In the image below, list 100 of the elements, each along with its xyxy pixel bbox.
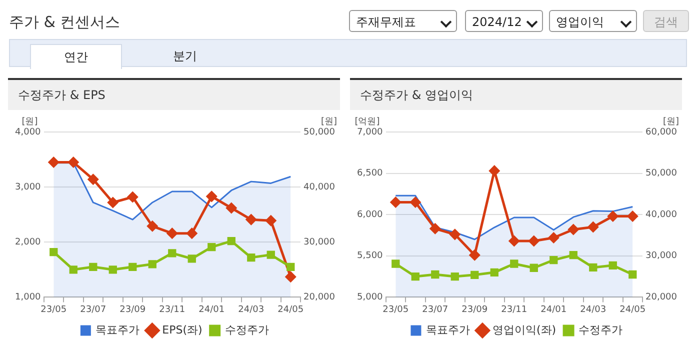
x-tick-label: 23/09 [462, 304, 488, 315]
point [285, 272, 296, 282]
y2-tick-label: 30,000 [646, 251, 678, 262]
point [568, 224, 579, 235]
point [89, 262, 98, 271]
point [490, 268, 498, 276]
y-tick-label: 4,000 [15, 127, 42, 138]
y2-tick-label: 60,000 [646, 127, 678, 138]
y-tick-label: 2,000 [15, 237, 42, 248]
point [627, 211, 638, 222]
y-axis-title: [원] [22, 116, 38, 127]
y2-axis-title: [원] [320, 116, 337, 127]
x-tick-label: 24/01 [198, 304, 225, 315]
point [450, 229, 460, 240]
chart-title: 수정주가 & 영업이익 [350, 80, 682, 110]
point [550, 256, 558, 264]
text: 2024/12 [465, 10, 543, 32]
point [188, 254, 196, 263]
text: 주가 & 컨센서스 [9, 13, 120, 32]
point [286, 262, 295, 271]
point [411, 272, 420, 281]
point [208, 243, 216, 252]
y-tick-label: 3,000 [15, 182, 42, 192]
point [226, 202, 237, 214]
x-tick-label: 24/03 [238, 304, 264, 315]
point [69, 266, 78, 274]
y2-tick-label: 50,000 [304, 127, 336, 138]
point [148, 260, 156, 268]
point [450, 272, 459, 281]
legend-label: EPS(좌) [162, 323, 202, 336]
y2-tick-label: 40,000 [304, 182, 336, 192]
point [246, 214, 256, 225]
point [128, 262, 137, 271]
x-tick-label: 23/07 [80, 304, 106, 315]
text: 검색 [643, 10, 689, 32]
point [186, 228, 198, 239]
point [469, 250, 480, 260]
y-axis-title: [억원] [354, 116, 380, 127]
point [88, 174, 98, 185]
point [608, 261, 617, 270]
x-tick-label: 23/09 [120, 304, 146, 315]
text: 분기 [172, 48, 198, 65]
point [166, 228, 178, 239]
y2-tick-label: 50,000 [646, 168, 678, 179]
point [608, 211, 618, 222]
point [410, 196, 421, 208]
y2-tick-label: 30,000 [304, 237, 336, 248]
x-tick-label: 24/01 [540, 304, 567, 315]
x-tick-label: 24/05 [620, 304, 646, 315]
x-tick-label: 23/05 [382, 304, 409, 315]
y-tick-label: 7,000 [357, 127, 384, 138]
y2-tick-label: 40,000 [646, 210, 678, 220]
legend-label: 수정주가 [578, 323, 623, 336]
y-tick-label: 6,500 [357, 168, 384, 179]
point [569, 250, 578, 260]
x-tick-label: 23/11 [159, 304, 186, 315]
y-tick-label: 6,000 [357, 210, 384, 220]
x-tick-label: 23/11 [501, 304, 528, 315]
x-tick-label: 23/05 [40, 304, 67, 315]
point [147, 220, 158, 232]
legend-label: 목표주가 [426, 323, 470, 336]
y-tick-label: 5,500 [357, 251, 384, 262]
point [206, 191, 217, 202]
chart-title: 수정주가 & EPS [8, 80, 340, 110]
point [470, 270, 479, 279]
point [508, 236, 520, 246]
x-tick-label: 24/05 [278, 304, 304, 315]
legend-label: 목표주가 [96, 323, 140, 336]
point [266, 215, 276, 226]
y2-tick-label: 20,000 [646, 292, 678, 303]
point [390, 196, 401, 208]
point [530, 264, 538, 272]
y2-tick-label: 20,000 [304, 292, 336, 303]
y2-axis-title: [원] [662, 116, 679, 127]
point [528, 236, 540, 246]
point [628, 270, 637, 279]
point [108, 266, 117, 274]
y-tick-label: 1,000 [15, 292, 42, 303]
legend-label: 수정주가 [224, 323, 269, 336]
point [168, 249, 176, 258]
x-tick-label: 23/07 [422, 304, 448, 315]
point [489, 166, 500, 176]
point [48, 157, 59, 168]
text: 연간 [30, 44, 122, 69]
point [108, 197, 118, 208]
y-tick-label: 5,000 [357, 292, 384, 303]
point [227, 236, 236, 246]
point [548, 232, 559, 243]
point [430, 223, 440, 234]
point [68, 157, 79, 168]
legend-label: 영업이익(좌) [492, 323, 556, 336]
point [589, 263, 598, 272]
point [127, 192, 138, 202]
text: 주재무제표 [349, 10, 457, 32]
point [510, 260, 518, 268]
x-tick-label: 24/03 [580, 304, 606, 315]
point [50, 248, 58, 256]
text: 영업이익 [549, 10, 637, 32]
point [266, 250, 275, 259]
point [247, 253, 256, 262]
